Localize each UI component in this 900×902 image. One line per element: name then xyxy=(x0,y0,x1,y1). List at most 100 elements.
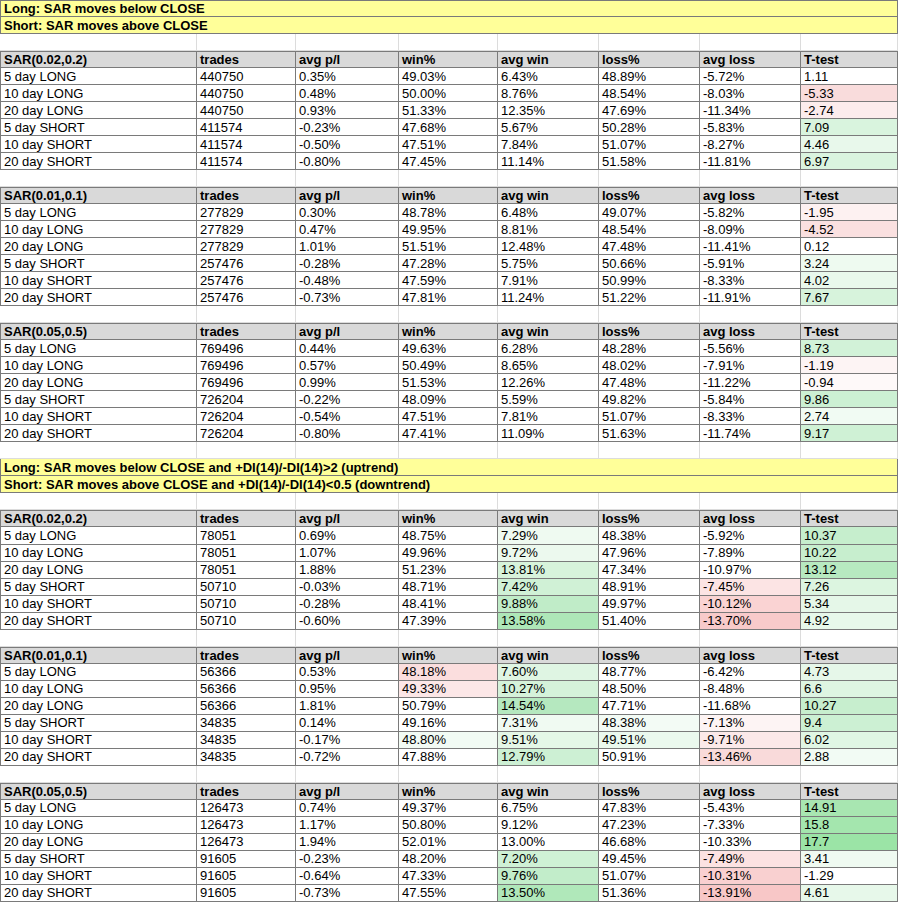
cell-avg-loss[interactable]: -11.41% xyxy=(700,238,801,255)
grid-cell[interactable] xyxy=(399,630,498,647)
cell-avg-loss[interactable]: -5.91% xyxy=(700,255,801,272)
cell-avg-pl[interactable]: 0.47% xyxy=(296,221,399,238)
column-header-t-test[interactable]: T-test xyxy=(801,51,898,68)
grid-cell[interactable] xyxy=(700,170,801,187)
cell-t-test[interactable]: 8.73 xyxy=(801,340,898,357)
cell-loss-pct[interactable]: 50.28% xyxy=(599,119,700,136)
column-header-avg-win[interactable]: avg win xyxy=(498,647,599,664)
grid-cell[interactable] xyxy=(801,34,898,51)
cell-win-pct[interactable]: 49.03% xyxy=(399,68,498,85)
cell-avg-pl[interactable]: -0.54% xyxy=(296,408,399,425)
grid-cell[interactable] xyxy=(0,766,197,783)
cell-win-pct[interactable]: 47.41% xyxy=(399,425,498,442)
cell-win-pct[interactable]: 49.37% xyxy=(399,800,498,817)
cell-avg-win[interactable]: 6.28% xyxy=(498,340,599,357)
cell-avg-loss[interactable]: -5.84% xyxy=(700,391,801,408)
column-header-avg-win[interactable]: avg win xyxy=(498,510,599,527)
cell-t-test[interactable]: 3.41 xyxy=(801,851,898,868)
grid-cell[interactable] xyxy=(801,493,898,510)
cell-avg-loss[interactable]: -13.70% xyxy=(700,613,801,630)
cell-loss-pct[interactable]: 50.66% xyxy=(599,255,700,272)
grid-cell[interactable] xyxy=(599,306,700,323)
cell-avg-loss[interactable]: -10.12% xyxy=(700,596,801,613)
cell-avg-win[interactable]: 12.35% xyxy=(498,102,599,119)
cell-loss-pct[interactable]: 51.58% xyxy=(599,153,700,170)
cell-avg-pl[interactable]: 0.14% xyxy=(296,715,399,732)
cell-win-pct[interactable]: 51.51% xyxy=(399,238,498,255)
row-label-cell[interactable]: 20 day SHORT xyxy=(0,885,197,902)
cell-t-test[interactable]: -1.19 xyxy=(801,357,898,374)
cell-avg-win[interactable]: 7.20% xyxy=(498,851,599,868)
grid-cell[interactable] xyxy=(498,34,599,51)
cell-t-test[interactable]: 5.34 xyxy=(801,596,898,613)
cell-avg-win[interactable]: 11.09% xyxy=(498,425,599,442)
column-header-trades[interactable]: trades xyxy=(197,783,296,800)
cell-avg-pl[interactable]: 0.99% xyxy=(296,374,399,391)
cell-loss-pct[interactable]: 51.63% xyxy=(599,425,700,442)
grid-cell[interactable] xyxy=(498,170,599,187)
row-label-cell[interactable]: 10 day SHORT xyxy=(0,408,197,425)
row-label-cell[interactable]: 5 day LONG xyxy=(0,340,197,357)
cell-t-test[interactable]: -1.29 xyxy=(801,868,898,885)
cell-avg-pl[interactable]: -0.48% xyxy=(296,272,399,289)
cell-loss-pct[interactable]: 47.48% xyxy=(599,238,700,255)
cell-avg-loss[interactable]: -11.74% xyxy=(700,425,801,442)
cell-loss-pct[interactable]: 51.07% xyxy=(599,408,700,425)
cell-avg-win[interactable]: 9.72% xyxy=(498,545,599,562)
cell-avg-loss[interactable]: -5.92% xyxy=(700,527,801,544)
cell-avg-win[interactable]: 8.65% xyxy=(498,357,599,374)
cell-t-test[interactable]: 3.24 xyxy=(801,255,898,272)
column-header-loss-pct[interactable]: loss% xyxy=(599,647,700,664)
cell-t-test[interactable]: -1.95 xyxy=(801,204,898,221)
cell-trades[interactable]: 50710 xyxy=(197,613,296,630)
column-header-avg-pl[interactable]: avg p/l xyxy=(296,187,399,204)
column-header-t-test[interactable]: T-test xyxy=(801,323,898,340)
grid-cell[interactable] xyxy=(296,170,399,187)
cell-avg-win[interactable]: 7.31% xyxy=(498,715,599,732)
cell-win-pct[interactable]: 47.68% xyxy=(399,119,498,136)
grid-cell[interactable] xyxy=(399,34,498,51)
cell-win-pct[interactable]: 49.33% xyxy=(399,681,498,698)
banner-cell[interactable]: Long: SAR moves below CLOSE and +DI(14)/… xyxy=(0,459,898,476)
row-label-cell[interactable]: 20 day SHORT xyxy=(0,153,197,170)
cell-avg-pl[interactable]: 1.88% xyxy=(296,562,399,579)
row-label-cell[interactable]: 20 day SHORT xyxy=(0,749,197,766)
row-label-cell[interactable]: 10 day LONG xyxy=(0,545,197,562)
cell-avg-win[interactable]: 9.12% xyxy=(498,817,599,834)
cell-t-test[interactable]: 6.6 xyxy=(801,681,898,698)
cell-trades[interactable]: 78051 xyxy=(197,545,296,562)
grid-cell[interactable] xyxy=(296,766,399,783)
cell-avg-pl[interactable]: -0.22% xyxy=(296,391,399,408)
cell-avg-loss[interactable]: -8.03% xyxy=(700,85,801,102)
cell-avg-win[interactable]: 7.60% xyxy=(498,664,599,681)
cell-t-test[interactable]: 13.12 xyxy=(801,562,898,579)
cell-avg-pl[interactable]: -0.64% xyxy=(296,868,399,885)
cell-loss-pct[interactable]: 47.23% xyxy=(599,817,700,834)
cell-loss-pct[interactable]: 51.07% xyxy=(599,868,700,885)
cell-loss-pct[interactable]: 47.71% xyxy=(599,698,700,715)
column-header-loss-pct[interactable]: loss% xyxy=(599,783,700,800)
cell-avg-loss[interactable]: -7.89% xyxy=(700,545,801,562)
grid-cell[interactable] xyxy=(197,170,296,187)
cell-avg-win[interactable]: 11.14% xyxy=(498,153,599,170)
cell-avg-pl[interactable]: -0.23% xyxy=(296,851,399,868)
grid-cell[interactable] xyxy=(197,630,296,647)
row-label-cell[interactable]: 20 day SHORT xyxy=(0,613,197,630)
cell-avg-pl[interactable]: 0.30% xyxy=(296,204,399,221)
grid-cell[interactable] xyxy=(0,630,197,647)
cell-avg-win[interactable]: 7.81% xyxy=(498,408,599,425)
cell-t-test[interactable]: 7.09 xyxy=(801,119,898,136)
cell-avg-loss[interactable]: -7.91% xyxy=(700,357,801,374)
column-header-avg-win[interactable]: avg win xyxy=(498,323,599,340)
column-header-avg-pl[interactable]: avg p/l xyxy=(296,783,399,800)
grid-cell[interactable] xyxy=(498,493,599,510)
row-label-cell[interactable]: 20 day LONG xyxy=(0,374,197,391)
row-label-cell[interactable]: 5 day SHORT xyxy=(0,119,197,136)
cell-avg-win[interactable]: 12.48% xyxy=(498,238,599,255)
cell-avg-pl[interactable]: -0.72% xyxy=(296,749,399,766)
column-header-avg-loss[interactable]: avg loss xyxy=(700,783,801,800)
cell-t-test[interactable]: 10.37 xyxy=(801,527,898,544)
grid-cell[interactable] xyxy=(399,493,498,510)
cell-loss-pct[interactable]: 47.48% xyxy=(599,374,700,391)
row-label-cell[interactable]: 5 day SHORT xyxy=(0,391,197,408)
